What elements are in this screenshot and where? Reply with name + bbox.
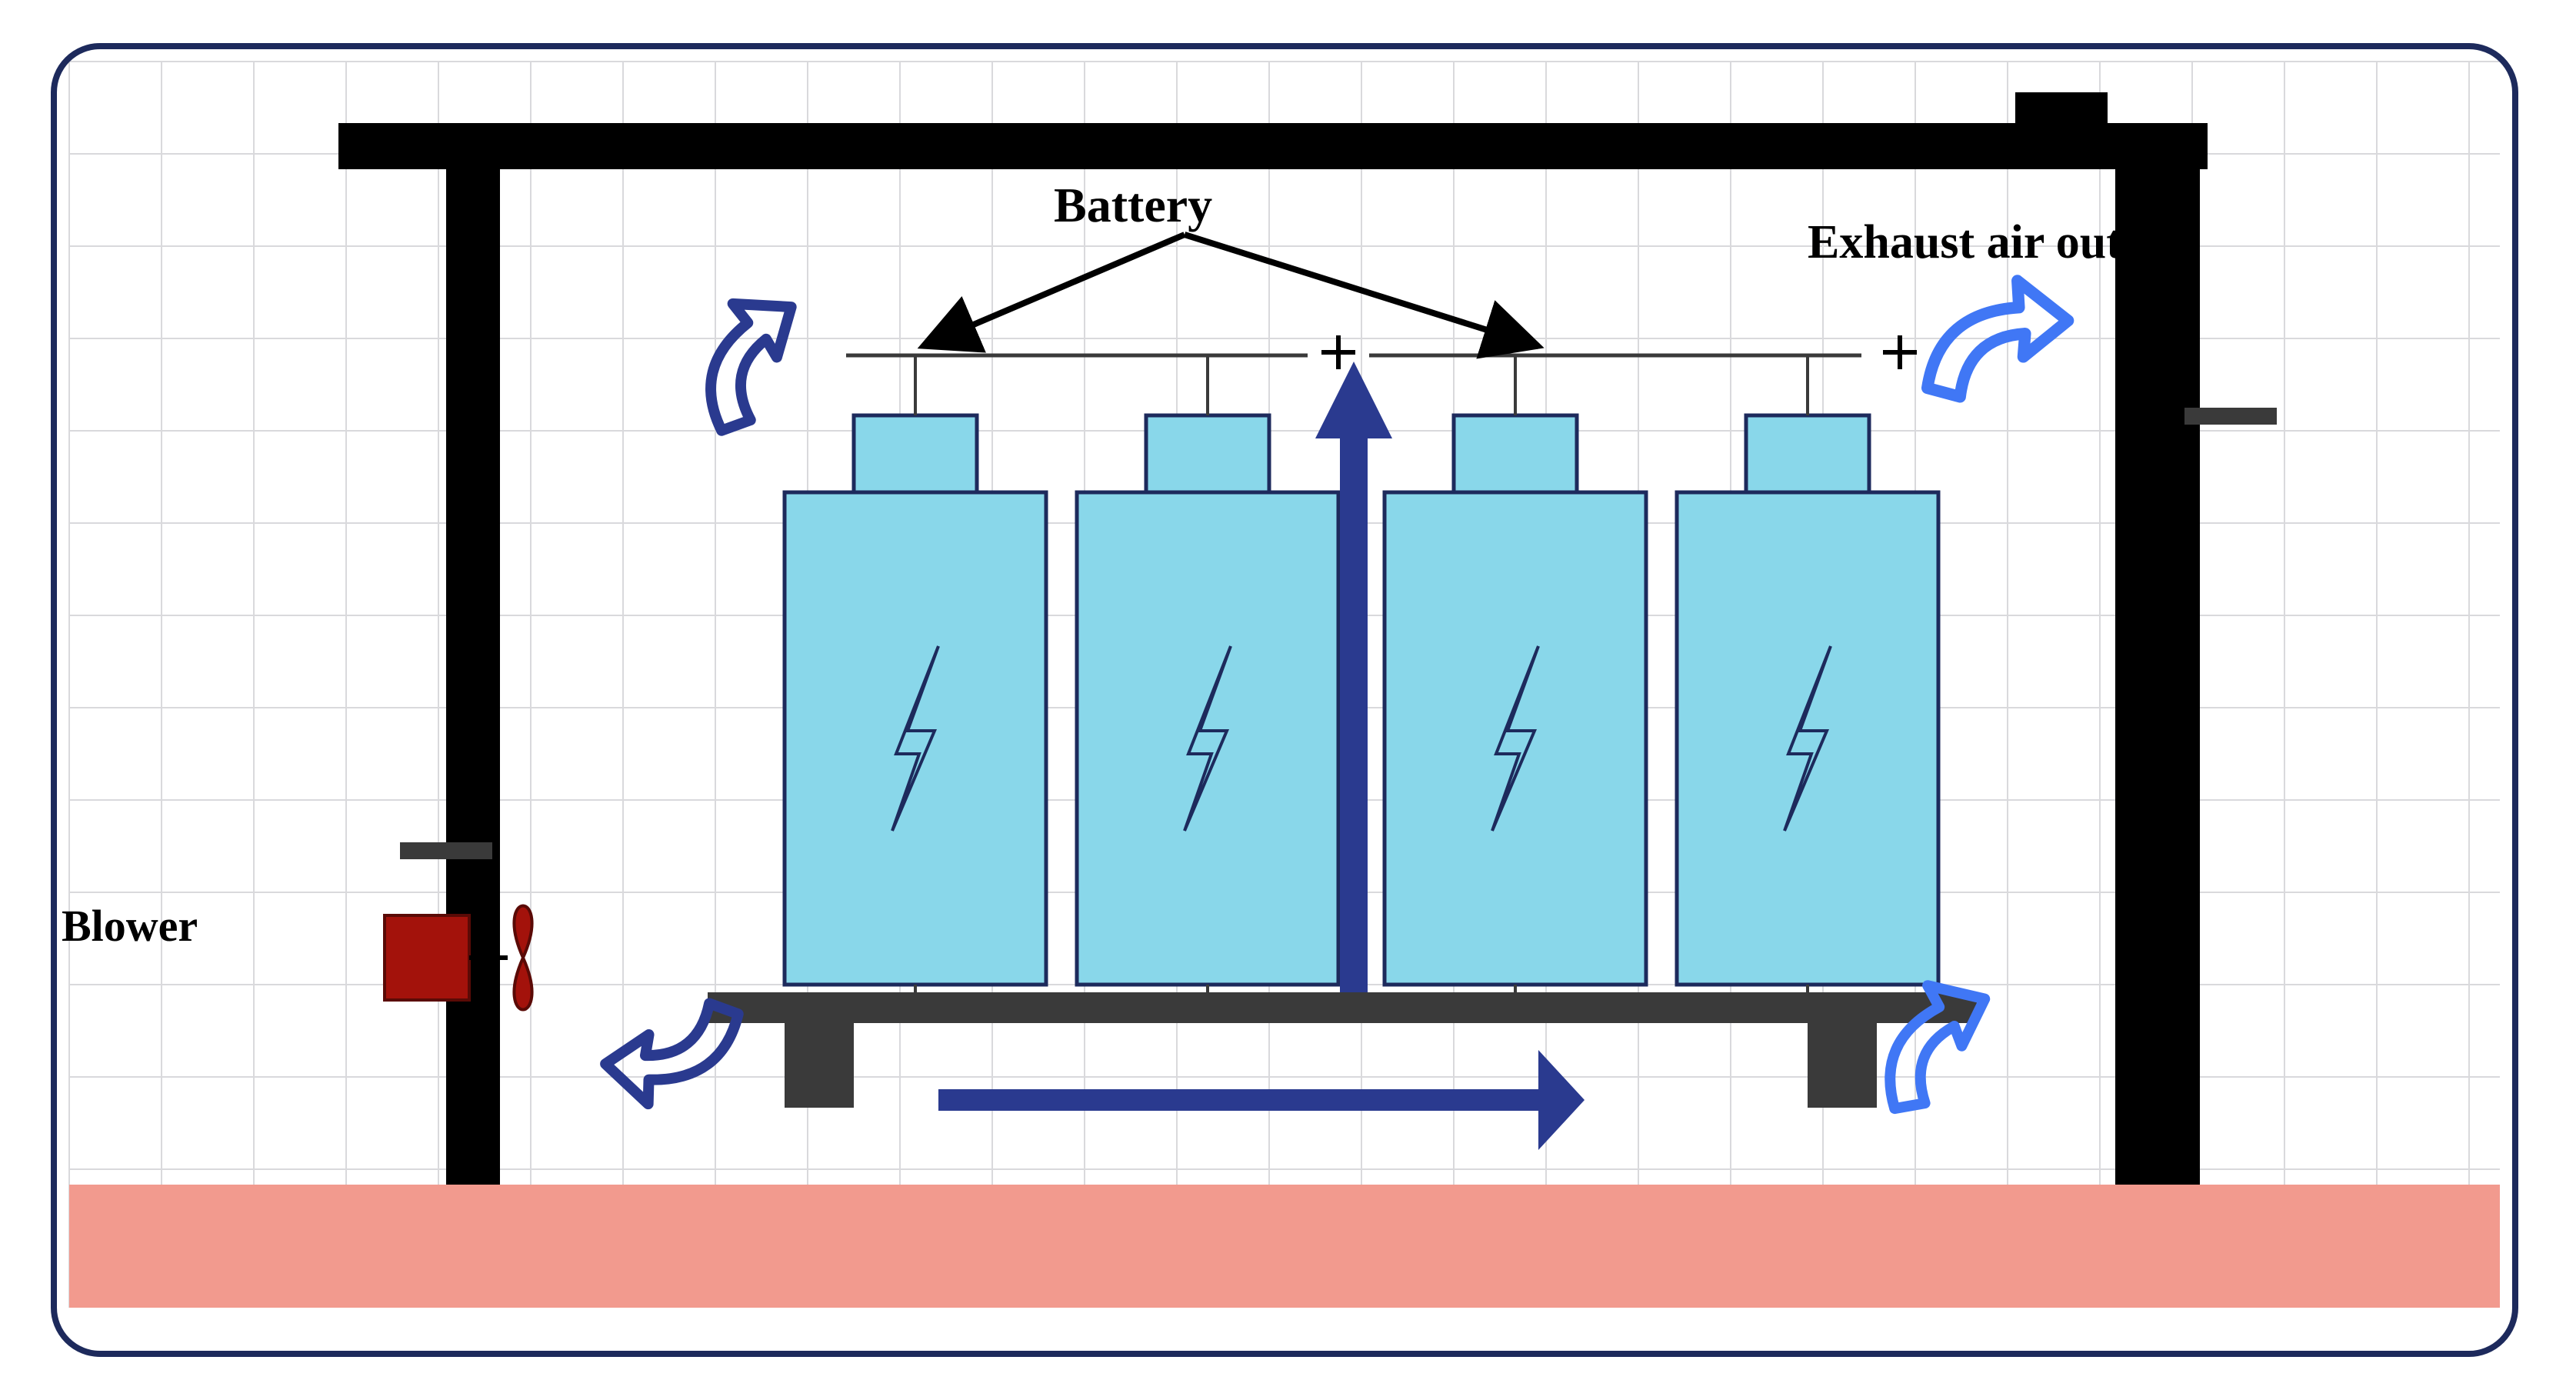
label-blower: Blower <box>62 900 198 952</box>
right-post-tab <box>2184 408 2277 425</box>
battery-0 <box>785 355 1046 992</box>
label-battery: Battery <box>1054 177 1212 234</box>
flow-curly-top-right-out <box>1927 265 2075 419</box>
right-top-block <box>2015 92 2108 154</box>
battery-3 <box>1677 355 1938 992</box>
platform-leg-1 <box>1808 1023 1877 1108</box>
blower-motor <box>385 915 469 1000</box>
battery-platform <box>708 992 1977 1023</box>
blower-fan <box>514 906 532 1010</box>
platform-leg-0 <box>785 1023 854 1108</box>
top-beam <box>338 123 2208 169</box>
left-post-tab <box>400 842 492 859</box>
battery-callout-arrow-1 <box>923 235 1185 346</box>
floor <box>69 1185 2500 1308</box>
diagram-svg <box>0 0 2576 1400</box>
label-exhaust: Exhaust air outlet <box>1808 215 2172 270</box>
blower-post <box>473 1023 500 1185</box>
flow-under-right <box>938 1050 1585 1150</box>
flow-curly-top-left-out <box>681 285 823 431</box>
battery-2 <box>1385 355 1646 992</box>
diagram-stage: Blower Battery Exhaust air outlet <box>0 0 2576 1400</box>
right-post <box>2115 154 2200 1185</box>
battery-1 <box>1077 355 1338 992</box>
